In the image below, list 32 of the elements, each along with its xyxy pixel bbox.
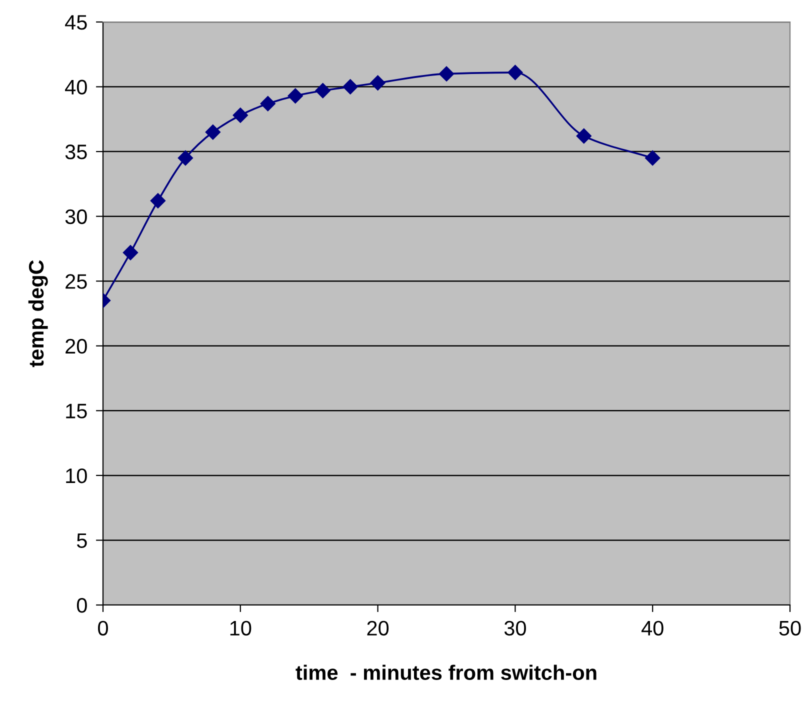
point (150, 193, 166, 208)
y-axis-title: temp degC (28, 260, 48, 368)
y-tick-label: 20 (66, 338, 87, 354)
point (645, 150, 660, 166)
x-tick-label: 40 (641, 620, 664, 636)
y-tick-label: 40 (65, 80, 87, 95)
point (438, 66, 454, 82)
point (342, 79, 358, 94)
y-tick-label: 35 (65, 144, 87, 160)
point (232, 108, 248, 123)
point (370, 75, 386, 90)
point (576, 128, 592, 144)
x-tick-label: 0 (98, 620, 108, 636)
point (122, 245, 138, 260)
x-tick-label: 20 (367, 620, 389, 636)
point (315, 83, 330, 98)
y-tick-label: 30 (65, 209, 87, 224)
x-tick-label: 50 (779, 620, 801, 636)
point (260, 96, 276, 112)
x-axis-title: time - minutes from switch-on (296, 664, 596, 680)
y-tick-label: 45 (65, 15, 87, 30)
x-tick-label: 30 (504, 620, 526, 636)
y-tick-label: 5 (76, 533, 87, 548)
point (508, 64, 523, 80)
point (205, 124, 220, 140)
y-tick-label: 25 (66, 274, 87, 289)
y-tick-label: 15 (66, 404, 87, 418)
point (178, 150, 194, 166)
y-tick-label: 10 (66, 468, 87, 484)
y-tick-label: 0 (76, 598, 87, 613)
point (288, 88, 303, 104)
x-tick-label: 10 (230, 620, 252, 636)
